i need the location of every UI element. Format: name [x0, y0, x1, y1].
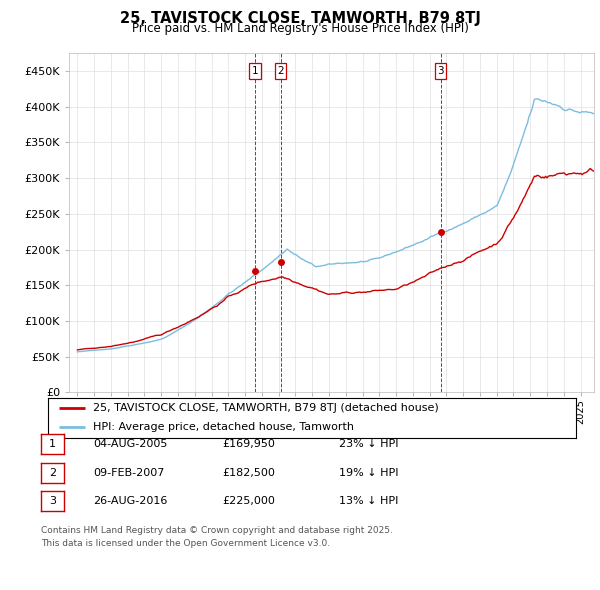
Text: 1: 1 — [251, 66, 258, 76]
Text: 25, TAVISTOCK CLOSE, TAMWORTH, B79 8TJ (detached house): 25, TAVISTOCK CLOSE, TAMWORTH, B79 8TJ (… — [93, 404, 439, 414]
Text: 19% ↓ HPI: 19% ↓ HPI — [339, 468, 398, 477]
Text: Contains HM Land Registry data © Crown copyright and database right 2025.: Contains HM Land Registry data © Crown c… — [41, 526, 392, 535]
Text: £225,000: £225,000 — [222, 496, 275, 506]
Text: 3: 3 — [437, 66, 444, 76]
Text: Price paid vs. HM Land Registry's House Price Index (HPI): Price paid vs. HM Land Registry's House … — [131, 22, 469, 35]
Text: 25, TAVISTOCK CLOSE, TAMWORTH, B79 8TJ: 25, TAVISTOCK CLOSE, TAMWORTH, B79 8TJ — [119, 11, 481, 25]
Text: 26-AUG-2016: 26-AUG-2016 — [93, 496, 167, 506]
Text: 1: 1 — [49, 440, 56, 449]
Text: 2: 2 — [277, 66, 284, 76]
Text: 13% ↓ HPI: 13% ↓ HPI — [339, 496, 398, 506]
Text: This data is licensed under the Open Government Licence v3.0.: This data is licensed under the Open Gov… — [41, 539, 330, 548]
Text: £169,950: £169,950 — [222, 440, 275, 449]
Text: 09-FEB-2007: 09-FEB-2007 — [93, 468, 164, 477]
Text: HPI: Average price, detached house, Tamworth: HPI: Average price, detached house, Tamw… — [93, 422, 354, 432]
Text: 04-AUG-2005: 04-AUG-2005 — [93, 440, 167, 449]
Text: 2: 2 — [49, 468, 56, 477]
Text: 3: 3 — [49, 496, 56, 506]
Text: £182,500: £182,500 — [222, 468, 275, 477]
Text: 23% ↓ HPI: 23% ↓ HPI — [339, 440, 398, 449]
